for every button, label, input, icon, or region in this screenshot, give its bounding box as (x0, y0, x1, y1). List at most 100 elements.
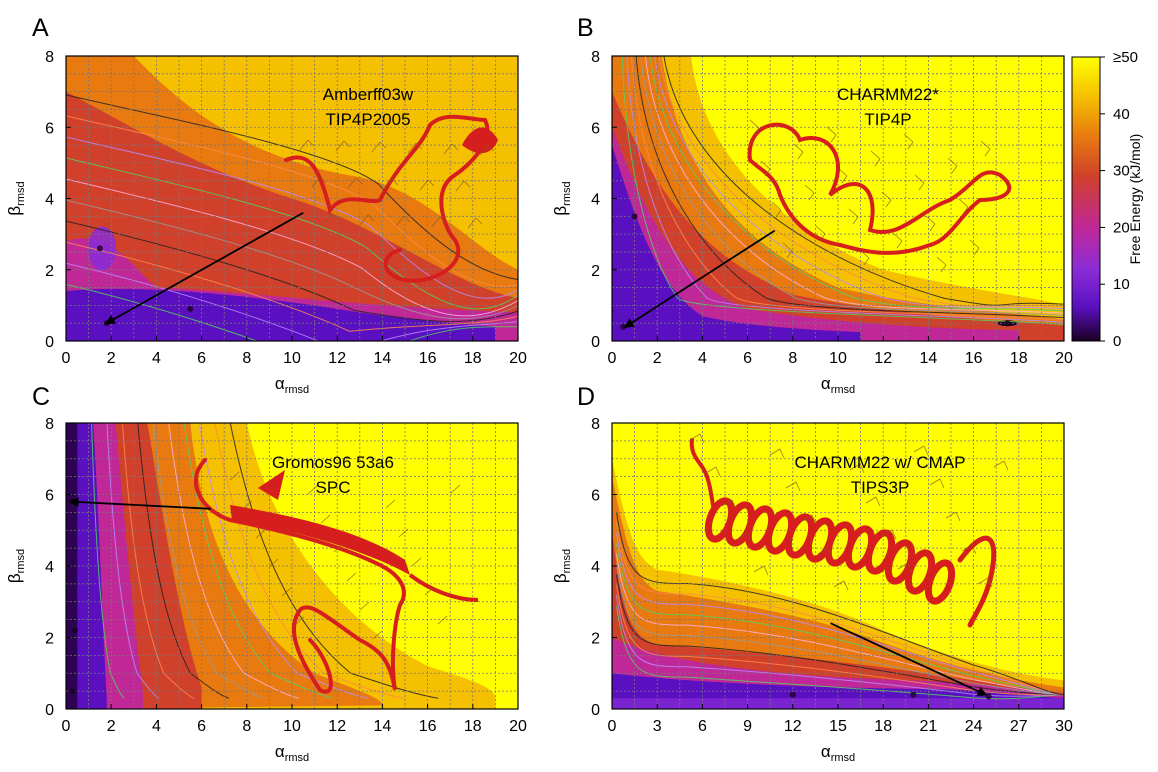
x-tick-label: 18 (1010, 350, 1028, 367)
x-tick-label: 20 (1055, 350, 1073, 367)
y-tick-label: 2 (45, 631, 54, 648)
colorbar-tick-label: 20 (1113, 219, 1130, 236)
x-tick-label: 4 (698, 350, 707, 367)
x-tick-label: 10 (283, 718, 301, 735)
colorbar-tick-label: 40 (1113, 106, 1130, 123)
minimum-arrow (104, 211, 304, 325)
x-tick-label: 18 (464, 350, 482, 367)
x-tick-label: 10 (829, 350, 847, 367)
y-tick-label: 0 (45, 334, 54, 351)
y-tick-label: 8 (45, 49, 54, 66)
colorbar-tick-label: ≥50 (1113, 49, 1138, 66)
force-field-label: Gromos96 53a6 (272, 453, 394, 472)
panel-d: D0 3 6 9 12 15 18 21 24 27 3002468αrmsdβrmsdCHARMM… (551, 383, 1073, 764)
protein-structure (747, 119, 1012, 273)
energy-minimum (1004, 320, 1011, 327)
x-axis-label: αrmsd (275, 742, 309, 764)
colorbar-label: Free Energy (kJ/mol) (1127, 134, 1143, 265)
y-axis-label: βrmsd (5, 181, 27, 215)
x-tick-label: 15 (829, 718, 847, 735)
x-tick-label: 4 (152, 350, 161, 367)
energy-minimum (789, 691, 796, 698)
force-field-label: SPC (316, 478, 351, 497)
x-tick-label: 6 (197, 718, 206, 735)
protein-structure (193, 458, 479, 694)
y-tick-label: 2 (45, 263, 54, 280)
y-tick-label: 4 (45, 559, 54, 576)
y-tick-label: 4 (591, 559, 600, 576)
x-tick-label: 12 (328, 718, 346, 735)
energy-minimum (985, 693, 992, 700)
x-tick-label: 0 (62, 718, 71, 735)
y-tick-label: 6 (45, 488, 54, 505)
x-tick-label: 0 (62, 350, 71, 367)
x-tick-label: 4 (152, 718, 161, 735)
grid (66, 56, 518, 341)
colorbar-tick-label: 10 (1113, 276, 1130, 293)
force-field-label: TIPS3P (851, 478, 910, 497)
x-tick-label: 14 (374, 350, 392, 367)
x-axis-label: αrmsd (821, 374, 855, 396)
energy-minimum (72, 627, 79, 634)
x-tick-label: 6 (743, 350, 752, 367)
y-axis-label: βrmsd (551, 181, 573, 215)
energy-landscape (612, 56, 1064, 341)
x-tick-label: 24 (965, 718, 983, 735)
protein-structure (284, 114, 498, 283)
x-tick-label: 16 (419, 718, 437, 735)
panel-letter: B (577, 14, 594, 42)
panel-b: B 0 2 4 6 8 10 12 14 16 18 20 0 2 4 6 8 αrmsd βrmsd CHARMM2… (551, 14, 1073, 396)
energy-landscape (612, 423, 1064, 709)
x-tick-label: 12 (784, 718, 802, 735)
force-field-label: CHARMM22* (837, 85, 939, 104)
colorbar-tick-label: 0 (1113, 333, 1121, 350)
x-tick-label: 8 (788, 350, 797, 367)
minimum-arrow (830, 622, 988, 696)
energy-minimum (96, 245, 103, 252)
y-tick-label: 8 (45, 416, 54, 433)
force-field-label: Amberff03w (323, 85, 414, 104)
energy-minimum (910, 691, 917, 698)
y-tick-label: 6 (591, 120, 600, 137)
x-tick-label: 10 (283, 350, 301, 367)
energy-landscape (66, 423, 518, 709)
y-tick-label: 6 (45, 120, 54, 137)
energy-minimum (187, 305, 194, 312)
x-tick-label: 0 (608, 350, 617, 367)
x-tick-label: 9 (743, 718, 752, 735)
y-tick-label: 0 (45, 702, 54, 719)
y-tick-label: 2 (591, 263, 600, 280)
x-tick-label: 6 (197, 350, 206, 367)
x-tick-label: 27 (1010, 718, 1028, 735)
x-tick-label: 21 (920, 718, 938, 735)
y-axis-label: βrmsd (5, 549, 27, 583)
y-tick-label: 8 (591, 416, 600, 433)
x-tick-label: 12 (874, 350, 892, 367)
x-tick-label: 2 (653, 350, 662, 367)
x-tick-label: 2 (107, 718, 116, 735)
force-field-label: TIP4P (864, 110, 911, 129)
panel-letter: C (32, 383, 50, 411)
energy-minimum (631, 213, 638, 220)
x-tick-label: 14 (920, 350, 938, 367)
colorbar-gradient (1071, 56, 1101, 342)
energy-minimum (69, 688, 76, 695)
y-tick-label: 4 (591, 192, 600, 209)
x-tick-label: 20 (509, 350, 527, 367)
grid (612, 423, 1064, 709)
protein-structure (689, 433, 1009, 628)
y-axis-label: βrmsd (551, 549, 573, 583)
minimum-arrow (68, 497, 211, 510)
x-tick-label: 16 (419, 350, 437, 367)
y-tick-label: 0 (591, 702, 600, 719)
energy-landscape (66, 56, 518, 341)
x-tick-label: 18 (874, 718, 892, 735)
panel-a: A 0 2 4 6 8 10 12 14 16 18 20 0 2 4 6 8 αrmsd βrmsd Amberff… (5, 14, 527, 396)
x-tick-label: 14 (374, 718, 392, 735)
force-field-label: CHARMM22 w/ CMAP (795, 453, 966, 472)
colorbar: ≥50 40 30 20 10 0 Free Energy (kJ/mol) (1071, 49, 1143, 350)
panel-letter: D (577, 383, 595, 411)
x-tick-label: 30 (1055, 718, 1073, 735)
y-tick-label: 2 (591, 631, 600, 648)
